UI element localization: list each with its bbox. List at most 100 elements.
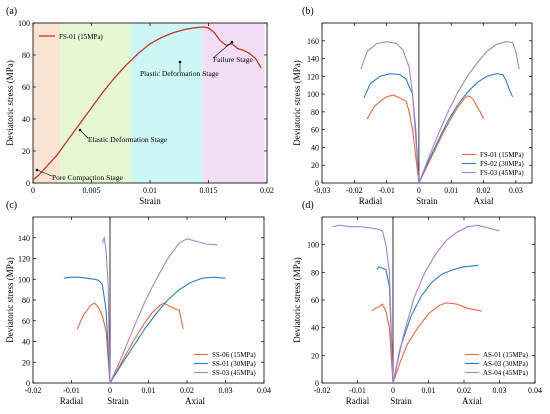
y-tick-label: 80 [22,51,30,60]
series-axial-line [392,302,482,384]
series-axial-line [109,238,218,384]
panel-label: (d) [302,200,314,211]
legend-entry: AS-03 (30MPa) [483,360,529,368]
y-tick-label: 80 [311,108,319,117]
x-tick-label: 0 [108,386,112,395]
legend-entry: FS-02 (30MPa) [480,160,524,168]
x-axis-label: Strain [139,196,161,206]
stage-band [131,23,203,183]
y-tick-label: 100 [307,241,319,250]
y-tick-label: 140 [307,55,319,64]
stage-annotation: Failure Stage [213,55,253,64]
stage-annotation: Plastic Deformation Stage [140,69,219,78]
series-radial-line [363,73,420,184]
series-radial-line [366,94,420,184]
x-tick-label: 0.01 [444,186,458,195]
y-tick-label: 120 [18,255,30,264]
legend-entry: SS-01 (30MPa) [212,360,256,368]
x-tick-label: 0.04 [257,386,271,395]
x-tick-label: 0.03 [219,386,233,395]
series-radial-line [76,302,111,384]
panel-label: (b) [302,6,314,17]
series-axial-line [392,224,500,384]
y-tick-label: 80 [22,296,30,305]
x-tick-label: 0.02 [477,186,491,195]
y-axis-label: Deviatoric stress (MPa) [292,257,302,342]
series-axial-line [418,41,520,184]
y-tick-label: 140 [18,234,30,243]
series-radial-line [371,303,394,384]
series-axial-line [109,276,226,384]
x-label-strain: Strain [416,196,438,206]
x-tick-label: 0.01 [143,186,157,195]
x-tick-label: 0.02 [260,186,274,195]
series-axial-line [418,73,514,184]
x-tick-label: 0 [391,386,395,395]
annotation-arrow [79,129,89,139]
y-tick-label: 0 [315,179,319,188]
y-tick-label: 20 [22,358,30,367]
panel-label: (c) [6,200,17,211]
x-tick-label: -0.03 [314,186,331,195]
x-tick-label: 0.01 [422,386,436,395]
y-tick-label: 40 [22,115,30,124]
legend-entry: FS-01 (15MPa) [480,151,524,159]
x-label-axial: Axial [462,396,482,406]
series-radial-line [360,41,420,184]
series-line [32,26,262,181]
x-tick-label: 0.03 [509,186,523,195]
y-tick-label: 120 [307,72,319,81]
x-tick-label: 0 [31,186,35,195]
x-tick-label: 0 [417,186,421,195]
panel-0: 0 0.005 0.01 0.015 0.02 0 20 40 60 80 100 Deviatori… [5,6,274,206]
y-axis-label: Deviatoric stress (MPa) [5,257,15,342]
stage-annotation: Pore Compaction Stage [52,173,123,182]
x-label-radial: Radial [346,396,370,406]
legend-entry: FS-03 (45MPa) [480,169,524,177]
annotation-arrowhead [78,128,82,132]
panel-label: (a) [6,6,17,17]
y-tick-label: 0 [315,379,319,388]
plot-frame [321,22,533,184]
y-tick-label: 100 [18,19,30,28]
legend-entry: FS-01 (15MPa) [59,33,103,41]
y-tick-label: 40 [22,338,30,347]
legend-entry: SS-03 (45MPa) [212,369,256,377]
x-label-strain: Strain [107,396,129,406]
legend-entry: AS-04 (45MPa) [483,369,529,377]
panel-3: -0.02 -0.01 0 0.01 0.02 0.03 0.04 0 20 40 60 80 100 D… [292,200,542,406]
y-tick-label: 100 [307,90,319,99]
x-tick-label: 0.01 [142,386,156,395]
annotation-arrowhead [230,40,234,44]
annotation-arrow [36,169,53,177]
panel-2: -0.02 -0.01 0 0.01 0.02 0.03 0.04 0 20 40 60 80 100 1… [5,200,271,406]
x-tick-label: -0.02 [314,386,331,395]
legend-entry: AS-01 (15MPa) [483,351,529,359]
x-label-strain: Strain [390,396,412,406]
annotation-arrowhead [178,60,182,64]
x-tick-label: 0.04 [528,386,542,395]
x-tick-label: 0.02 [180,386,194,395]
series-radial-line [101,235,111,384]
y-tick-label: 100 [18,275,30,284]
y-tick-label: 20 [311,351,319,360]
y-axis-label: Deviatoric stress (MPa) [292,60,302,145]
x-tick-label: -0.01 [63,386,80,395]
panel-1: -0.03 -0.02 -0.01 0 0.01 0.02 0.03 0 20 40 60 80 100… [292,6,533,206]
legend-entry: SS-06 (15MPa) [212,351,256,359]
stage-band [33,23,60,183]
x-label-axial: Axial [185,396,205,406]
y-tick-label: 0 [26,179,30,188]
x-tick-label: 0.005 [83,186,101,195]
series-radial-line [63,276,111,384]
y-tick-label: 60 [311,296,319,305]
y-tick-label: 0 [26,379,30,388]
series-radial-line [332,224,394,384]
y-tick-label: 80 [311,268,319,277]
x-label-radial: Radial [359,196,383,206]
annotation-arrow [212,41,233,59]
x-tick-label: -0.02 [346,186,363,195]
y-tick-label: 40 [311,324,319,333]
stage-annotation: Elastic Deformation Stage [88,135,168,144]
y-tick-label: 40 [311,143,319,152]
